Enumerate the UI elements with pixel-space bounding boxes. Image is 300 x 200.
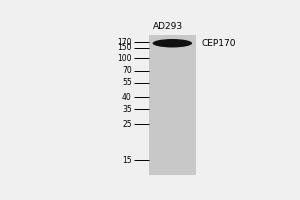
Text: AD293: AD293: [153, 22, 183, 31]
Text: 40: 40: [122, 93, 132, 102]
Text: CEP170: CEP170: [201, 39, 236, 48]
Text: 35: 35: [122, 105, 132, 114]
Text: 15: 15: [122, 156, 132, 165]
Text: 70: 70: [122, 66, 132, 75]
Text: 100: 100: [117, 54, 132, 63]
Text: 170: 170: [117, 38, 132, 47]
Bar: [149, 35, 196, 175]
Text: 150: 150: [117, 43, 132, 52]
Text: 25: 25: [122, 120, 132, 129]
Text: 55: 55: [122, 78, 132, 87]
Ellipse shape: [153, 39, 192, 47]
